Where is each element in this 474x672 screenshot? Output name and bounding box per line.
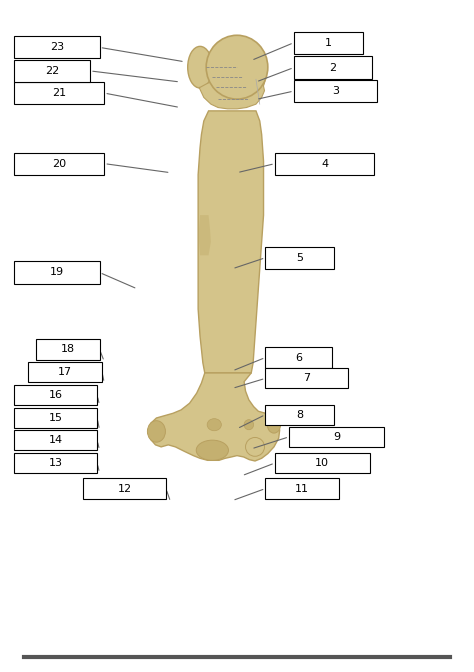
Text: 12: 12: [118, 484, 131, 493]
Text: 13: 13: [49, 458, 63, 468]
Bar: [275, 453, 370, 473]
Text: 2: 2: [329, 62, 337, 73]
Text: 6: 6: [295, 353, 302, 362]
Polygon shape: [149, 373, 280, 461]
Bar: [294, 80, 377, 102]
Text: 9: 9: [333, 432, 340, 442]
Polygon shape: [199, 76, 264, 109]
Ellipse shape: [196, 440, 228, 460]
Bar: [14, 60, 90, 82]
Text: 17: 17: [58, 367, 72, 376]
Ellipse shape: [147, 421, 165, 442]
Ellipse shape: [207, 419, 221, 431]
Text: 4: 4: [321, 159, 328, 169]
Bar: [28, 362, 102, 382]
Text: 14: 14: [49, 435, 63, 445]
Ellipse shape: [206, 35, 268, 99]
Bar: [265, 347, 332, 368]
Text: 5: 5: [296, 253, 303, 263]
Bar: [14, 453, 97, 473]
Text: 19: 19: [50, 267, 64, 278]
Bar: [265, 478, 339, 499]
Bar: [83, 478, 166, 499]
Text: 8: 8: [296, 410, 303, 419]
Ellipse shape: [246, 437, 264, 456]
Text: 23: 23: [50, 42, 64, 52]
Text: 3: 3: [332, 86, 339, 96]
Text: 15: 15: [49, 413, 63, 423]
Bar: [294, 32, 363, 54]
Bar: [36, 339, 100, 360]
Polygon shape: [198, 111, 264, 373]
Bar: [14, 261, 100, 284]
Bar: [265, 405, 334, 425]
Text: 1: 1: [325, 38, 332, 48]
Bar: [14, 36, 100, 58]
Text: 10: 10: [315, 458, 329, 468]
Text: 18: 18: [61, 345, 74, 354]
Bar: [289, 427, 384, 447]
Text: 20: 20: [52, 159, 66, 169]
Bar: [275, 153, 374, 175]
Ellipse shape: [267, 417, 281, 433]
Bar: [14, 385, 97, 405]
Polygon shape: [199, 215, 211, 255]
Bar: [294, 56, 372, 79]
Bar: [265, 368, 348, 388]
Text: 16: 16: [49, 390, 63, 400]
Bar: [14, 408, 97, 428]
Ellipse shape: [252, 69, 265, 89]
Ellipse shape: [244, 419, 254, 430]
Bar: [14, 82, 104, 104]
Text: 11: 11: [295, 484, 309, 493]
Text: 21: 21: [52, 88, 66, 98]
Text: 22: 22: [45, 66, 59, 76]
Ellipse shape: [188, 46, 212, 88]
Bar: [14, 430, 97, 450]
Text: 7: 7: [303, 374, 310, 383]
Bar: [14, 153, 104, 175]
Bar: [265, 247, 334, 269]
